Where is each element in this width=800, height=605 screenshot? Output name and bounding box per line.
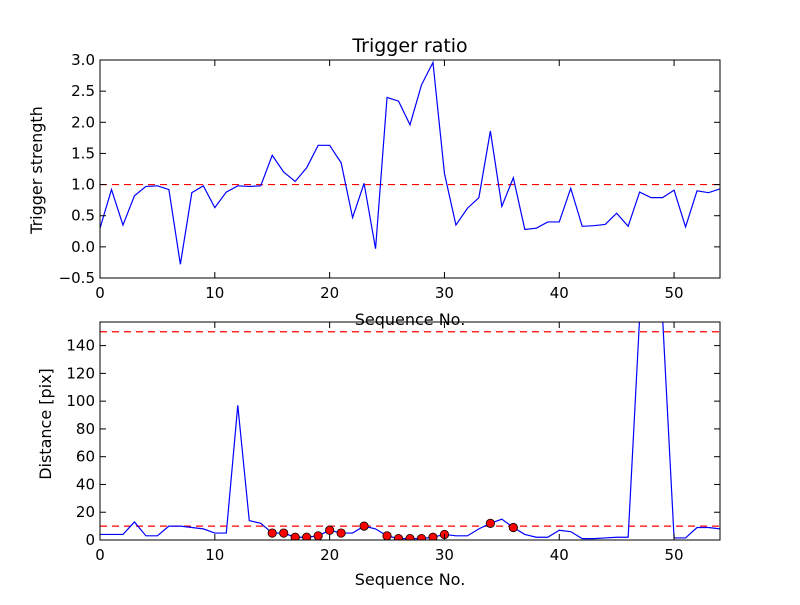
x-axis-label: Sequence No. [355,310,466,329]
axes-frame [99,59,721,279]
x-tick-label: 50 [665,546,684,564]
y-tick-label: 120 [66,364,95,382]
series-line [100,60,720,265]
x-tick-label: 30 [435,546,454,564]
y-tick-label: 20 [76,503,95,521]
y-tick-label: 40 [76,475,95,493]
x-tick-label: 50 [665,284,684,302]
trigger-ratio-panel: Trigger ratio Sequence No. Trigger stren… [27,35,721,329]
y-tick-label: 140 [66,337,95,355]
plot-area [100,322,720,540]
data-point-marker [508,522,518,533]
y-tick-label: 1.0 [71,176,95,194]
data-point-marker [290,532,300,540]
x-tick-label: 10 [205,284,224,302]
x-tick-label: 10 [205,546,224,564]
plot-area [100,60,720,265]
series-line [100,322,720,540]
data-point-marker [302,532,312,540]
data-point-marker [336,528,346,538]
data-point-marker [325,525,335,535]
x-tick-label: 40 [550,546,569,564]
x-tick-label: 20 [320,284,339,302]
data-point-marker [313,531,323,540]
y-tick-label: −0.5 [59,269,95,287]
data-point-marker [267,528,277,538]
x-tick-label: 20 [320,546,339,564]
y-tick-label: 100 [66,392,95,410]
y-tick-label: 1.5 [71,144,95,162]
y-tick-label: 2.0 [71,113,95,131]
data-point-marker [405,534,415,540]
data-point-marker [279,528,289,538]
data-point-marker [485,518,495,528]
y-tick-label: 0.5 [71,207,95,225]
y-axis-label: Trigger strength [27,106,46,235]
distance-panel: Sequence No. Distance [pix] 0 10 20 30 40 50 0… [36,321,721,589]
y-tick-label: 80 [76,420,95,438]
y-tick-label: 2.5 [71,82,95,100]
x-tick-label: 40 [550,284,569,302]
axes-frame [99,321,721,541]
data-point-marker [428,532,438,540]
chart-title: Trigger ratio [351,35,467,57]
data-point-marker [393,534,404,540]
x-axis-label: Sequence No. [355,570,466,589]
x-tick-label: 0 [95,284,105,302]
y-axis-label: Distance [pix] [36,368,55,480]
x-tick-label: 0 [95,546,105,564]
y-tick-label: 60 [76,448,95,466]
y-tick-label: 3.0 [71,51,95,69]
data-point-marker [359,521,369,531]
y-tick-label: 0 [85,531,95,549]
data-point-marker [382,531,392,540]
y-tick-label: 0.0 [71,238,95,256]
x-tick-label: 30 [435,284,454,302]
data-point-marker [416,534,427,540]
